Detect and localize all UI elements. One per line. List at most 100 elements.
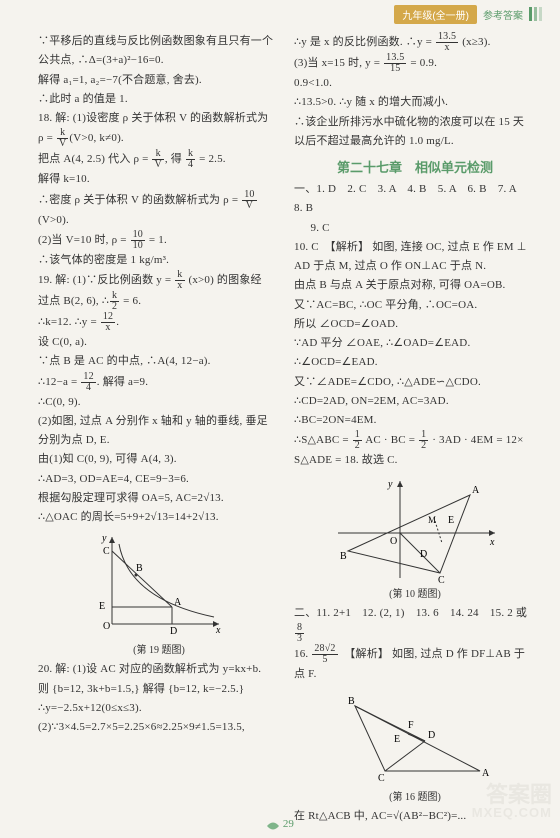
figure-caption: (第 10 题图) (294, 585, 536, 600)
svg-text:A: A (482, 768, 490, 779)
t: = 0.9. (407, 57, 437, 69)
fraction: 12 (418, 430, 429, 451)
svg-text:E: E (99, 601, 105, 612)
text: ∴y 是 x 的反比例函数. ∴y = 13.5x (x≥3). (294, 32, 536, 53)
fraction: k4 (185, 149, 196, 170)
text: 19. 解: (1)∵反比例函数 y = kx (x>0) 的图象经 (38, 270, 280, 291)
svg-text:y: y (387, 479, 393, 490)
t: 二、11. 2+1 12. (2, 1) 13. 6 14. 24 15. 2 … (294, 607, 527, 619)
t: · 3AD · 4EM = 12× (429, 434, 523, 446)
text: 解得 a₁=1, a₂=−7(不合题意, 舍去). (38, 71, 280, 90)
fraction: kV (56, 128, 69, 149)
t: . 解得 a=9. (97, 376, 148, 388)
text: 16. 28√25 【解析】 如图, 过点 D 作 DF⊥AB 于点 F. (294, 644, 536, 684)
right-column: ∴y 是 x 的反比例函数. ∴y = 13.5x (x≥3). (3)当 x=… (294, 32, 536, 808)
text: 又∵∠ADE=∠CDO, ∴△ADE∽△CDO. (294, 373, 536, 392)
t: (x>0) 的图象经 (186, 274, 262, 286)
text: ∵AD 平分 ∠OAE, ∴∠OAD=∠EAD. (294, 334, 536, 353)
text: (2)∵3×4.5=2.7×5=2.25×6≈2.25×9≠1.5=13.5, (38, 718, 280, 737)
svg-text:B: B (340, 551, 347, 562)
text: ∴k=12. ∴y = 12x. (38, 312, 280, 333)
text: 0.9<1.0. (294, 74, 536, 93)
text: 根据勾股定理可求得 OA=5, AC=2√13. (38, 489, 280, 508)
svg-text:x: x (489, 537, 495, 548)
page-number: 29 (0, 818, 560, 830)
svg-text:O: O (390, 536, 397, 547)
text: 分别为点 D, E. (38, 431, 280, 450)
figure-caption: (第 19 题图) (38, 641, 280, 656)
fill-answers: 二、11. 2+1 12. (2, 1) 13. 6 14. 24 15. 2 … (294, 604, 536, 644)
t: 过点 B(2, 6), ∴ (38, 295, 109, 307)
svg-text:C: C (378, 773, 385, 784)
svg-text:A: A (472, 485, 480, 496)
t: . (116, 316, 119, 328)
fraction: 12x (100, 312, 116, 333)
svg-text:B: B (136, 563, 143, 574)
text: 20. 解: (1)设 AC 对应的函数解析式为 y=kx+b. (38, 660, 280, 679)
t: ∴k=12. ∴y = (38, 316, 100, 328)
svg-text:E: E (448, 515, 454, 526)
text: 公共点, ∴Δ=(3+a)²−16=0. (38, 51, 280, 70)
text: 由点 B 与点 A 关于原点对称, 可得 OA=OB. (294, 276, 536, 295)
svg-text:B: B (348, 696, 355, 707)
text: ∴C(0, 9). (38, 393, 280, 412)
text: AD 于点 M, 过点 O 作 ON⊥AC 于点 N. (294, 257, 536, 276)
text: ∵点 B 是 AC 的中点, ∴A(4, 12−a). (38, 352, 280, 371)
fraction: 12 (352, 430, 363, 451)
text: ∴S△ABC = 12 AC · BC = 12 · 3AD · 4EM = 1… (294, 430, 536, 451)
text: 由(1)知 C(0, 9), 可得 A(4, 3). (38, 450, 280, 469)
text: ∵平移后的直线与反比例函数图象有且只有一个 (38, 32, 280, 51)
fraction: 1010 (130, 230, 146, 251)
svg-text:O: O (103, 621, 110, 632)
t: 16. (294, 648, 311, 660)
text: ρ = kV(V>0, k≠0). (38, 128, 280, 149)
text: 设 C(0, a). (38, 333, 280, 352)
text: ∴此时 a 的值是 1. (38, 90, 280, 109)
decor-bars (529, 7, 542, 21)
text: ∴12−a = 124. 解得 a=9. (38, 372, 280, 393)
t: , 得 (165, 153, 185, 165)
fraction: 28√25 (311, 644, 338, 665)
text: 18. 解: (1)设密度 ρ 关于体积 V 的函数解析式为 (38, 109, 280, 128)
chapter-heading: 第二十七章 相似单元检测 (294, 157, 536, 176)
t: 则 (38, 683, 52, 695)
svg-text:A: A (174, 597, 182, 608)
t: (2)当 V=10 时, ρ = (38, 234, 130, 246)
svg-text:x: x (215, 625, 221, 636)
svg-text:y: y (101, 533, 107, 544)
text: ∴密度 ρ 关于体积 V 的函数解析式为 ρ = 10V (V>0). (38, 190, 280, 230)
text: (2)当 V=10 时, ρ = 1010 = 1. (38, 230, 280, 251)
fraction: kV (151, 149, 164, 170)
t: (V>0). (38, 214, 69, 226)
figure-16: B A C D E F (340, 686, 490, 786)
t: (3)当 x=15 时, y = (294, 57, 383, 69)
t: ∴密度 ρ 关于体积 V 的函数解析式为 ρ = (38, 194, 241, 206)
fraction: 10V (241, 190, 257, 211)
text: ∴AD=3, OD=AE=4, CE=9−3=6. (38, 470, 280, 489)
t: AC · BC = (363, 434, 418, 446)
fraction: k2 (109, 291, 120, 312)
t: (V>0, k≠0). (69, 132, 123, 144)
t: ∴12−a = (38, 376, 80, 388)
text: (2)如图, 过点 A 分别作 x 轴和 y 轴的垂线, 垂足 (38, 412, 280, 431)
t: = 6. (120, 295, 141, 307)
text: ∴BC=2ON=4EM. (294, 411, 536, 430)
text: ∴y=−2.5x+12(0≤x≤3). (38, 699, 280, 718)
svg-text:D: D (428, 730, 435, 741)
text: ∴13.5>0. ∴y 随 x 的增大而减小. (294, 93, 536, 112)
figure-10: A B C D E M O x y (330, 473, 500, 583)
text: 把点 A(4, 2.5) 代入 ρ = kV, 得 k4 = 2.5. (38, 149, 280, 170)
text: 过点 B(2, 6), ∴k2 = 6. (38, 291, 280, 312)
mc-answers: 一、1. D 2. C 3. A 4. B 5. A 6. B 7. A 8. … (294, 180, 536, 219)
t: b=12, (58, 683, 84, 695)
fraction: 124 (80, 372, 96, 393)
text: ∴该企业所排污水中硫化物的浓度可以在 15 天 (294, 113, 536, 132)
grade-badge: 九年级(全一册) (394, 5, 477, 24)
fraction: 13.515 (383, 53, 407, 74)
svg-text:C: C (438, 575, 445, 583)
svg-text:M: M (428, 515, 436, 525)
leaf-icon (266, 819, 280, 829)
left-column: ∵平移后的直线与反比例函数图象有且只有一个 公共点, ∴Δ=(3+a)²−16=… (38, 32, 280, 808)
t: ∴S△ABC = (294, 434, 352, 446)
text: 解得 k=10. (38, 170, 280, 189)
